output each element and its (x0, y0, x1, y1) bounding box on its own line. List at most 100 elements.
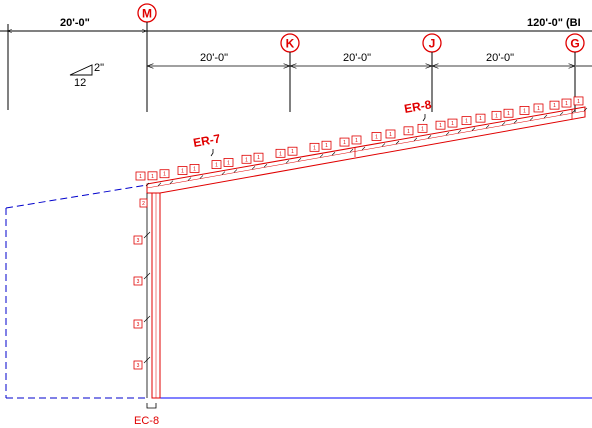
svg-text:1: 1 (181, 169, 184, 175)
svg-text:1: 1 (325, 143, 328, 149)
rafter-tags: 1 1 1 1 1 1 1 1 1 1 1 1 1 1 1 1 1 1 1 1 1 1 1 1 1 1 1 1 1 1 (135, 96, 588, 187)
column-tag-top: 2 (139, 198, 148, 208)
svg-text:1: 1 (151, 174, 154, 180)
svg-text:1: 1 (139, 174, 142, 180)
rafter-tag: 1 (417, 123, 432, 139)
grid-label-g: G (570, 37, 579, 51)
rafter-tag: 1 (309, 142, 324, 158)
column-tag: 3 (133, 272, 151, 286)
rafter-tag: 1 (573, 96, 588, 112)
rafter-mark-er7: ER-7 (192, 131, 222, 157)
grid-line-j: J (422, 33, 442, 112)
mark-er-8: ER-8 (403, 97, 433, 116)
svg-text:3: 3 (137, 322, 140, 328)
adjacent-frame-outline (5, 184, 148, 399)
dim-top-left: 20'-0" (60, 17, 90, 29)
rafter-tag: 1 (287, 146, 302, 162)
rafter-tag: 1 (491, 110, 506, 126)
dim-bay-2: 20'-0" (343, 52, 371, 64)
rafter-tag: 1 (135, 171, 150, 187)
column-tag: 3 (133, 231, 151, 245)
svg-text:1: 1 (553, 103, 556, 109)
svg-text:3: 3 (137, 279, 140, 285)
column (146, 192, 161, 399)
rafter-tag: 1 (519, 106, 534, 121)
svg-text:1: 1 (479, 116, 482, 122)
svg-text:1: 1 (577, 99, 580, 105)
column-tag: 3 (133, 315, 151, 329)
rafter-tag: 1 (371, 132, 386, 147)
svg-text:2: 2 (142, 201, 145, 207)
svg-text:1: 1 (507, 111, 510, 117)
svg-text:1: 1 (355, 138, 358, 144)
svg-text:1: 1 (375, 134, 378, 140)
rafter-tag: 1 (177, 166, 192, 181)
svg-text:3: 3 (137, 363, 140, 369)
rafter-tag: 1 (549, 100, 564, 116)
rafter-tag: 1 (435, 120, 450, 136)
slope-run: 12 (74, 77, 86, 89)
rafter-tag: 1 (275, 148, 290, 164)
svg-text:1: 1 (163, 172, 166, 178)
slope-rise: 2" (94, 62, 104, 74)
svg-text:1: 1 (523, 108, 526, 114)
svg-text:1: 1 (279, 151, 282, 157)
rafter-tag: 1 (321, 140, 336, 156)
dim-bay-3: 20'-0" (486, 52, 514, 64)
svg-text:1: 1 (565, 101, 568, 107)
rafter (146, 106, 586, 194)
rafter-tag: 1 (475, 113, 490, 129)
rafter-tag: 1 (351, 135, 366, 151)
svg-text:1: 1 (421, 126, 424, 132)
svg-text:1: 1 (389, 132, 392, 138)
rafter-tag: 1 (403, 126, 418, 142)
svg-text:1: 1 (193, 166, 196, 172)
svg-text:1: 1 (537, 106, 540, 112)
rafter-tag: 1 (385, 129, 400, 145)
rafter-tag: 1 (159, 169, 174, 184)
rafter-tag: 1 (339, 137, 354, 153)
overall-dimension: 20'-0" 120'-0" (BI (0, 17, 592, 110)
svg-text:1: 1 (291, 149, 294, 155)
rafter-tag: 1 (223, 158, 238, 173)
grid-label-j: J (429, 37, 436, 51)
grid-line-k: K (280, 33, 300, 112)
svg-text:1: 1 (439, 123, 442, 129)
column-mark-ec8: EC-8 (134, 403, 159, 427)
rafter-tag: 1 (253, 152, 268, 168)
grid-line-m: M (137, 3, 157, 112)
rafter-tag: 1 (503, 108, 518, 124)
svg-text:1: 1 (313, 145, 316, 151)
grid-label-m: M (142, 7, 152, 21)
dim-bay-1: 20'-0" (200, 52, 228, 64)
svg-text:1: 1 (465, 119, 468, 125)
slope-symbol: 2" 12 (69, 62, 104, 89)
rafter-tag: 1 (447, 118, 462, 134)
mark-er-7: ER-7 (192, 131, 222, 150)
svg-text:1: 1 (343, 140, 346, 146)
rafter-tag: 1 (211, 160, 226, 175)
mark-ec-8: EC-8 (134, 415, 159, 427)
column-tag: 3 (133, 356, 151, 370)
rafter-tag: 1 (189, 164, 204, 179)
svg-text:1: 1 (495, 113, 498, 119)
grid-label-k: K (286, 37, 295, 51)
svg-text:1: 1 (451, 121, 454, 127)
dim-top-right: 120'-0" (BI (527, 17, 581, 29)
rafter-tag: 1 (533, 103, 548, 119)
svg-text:1: 1 (257, 155, 260, 161)
svg-text:1: 1 (407, 129, 410, 135)
rafter-tag: 1 (147, 171, 162, 187)
rafter-tag: 1 (241, 154, 256, 170)
rafter-tag: 1 (561, 98, 576, 114)
rafter-tag: 1 (461, 116, 476, 131)
svg-text:3: 3 (137, 238, 140, 244)
rafter-mark-er8: ER-8 (403, 97, 433, 122)
bay-dimension: 20'-0" 20'-0" 20'-0" (148, 52, 592, 66)
svg-text:1: 1 (245, 157, 248, 163)
svg-text:1: 1 (215, 163, 218, 169)
column-tags: 2 3 3 3 3 (133, 198, 151, 370)
svg-text:1: 1 (227, 160, 230, 166)
